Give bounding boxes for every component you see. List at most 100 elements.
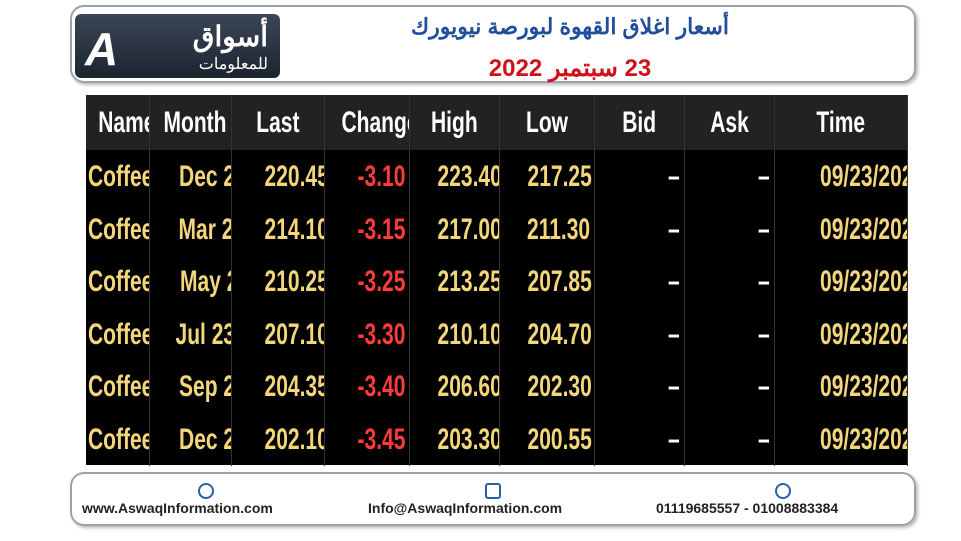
cell-text: – <box>668 370 680 403</box>
website: www.AswaqInformation.com <box>82 500 273 516</box>
column-header: Month <box>150 95 232 150</box>
cell-text: Coffee <box>88 317 150 351</box>
table-cell: 207.10s <box>232 307 325 361</box>
cell-text: 202.30 <box>527 370 592 403</box>
table-cell: – <box>685 202 775 256</box>
table-cell: -3.40 <box>325 360 410 413</box>
table-cell: – <box>685 360 775 413</box>
table-cell: 207.85 <box>500 255 595 308</box>
cell-text: – <box>668 317 680 351</box>
table-cell: Coffee <box>86 360 150 413</box>
table-cell: 217.00 <box>410 202 500 256</box>
cell-text: 207.10s <box>264 317 324 351</box>
table-cell: 220.45s <box>232 150 325 203</box>
footer-box <box>70 472 916 526</box>
table-cell: 09/23/2022 <box>775 412 908 466</box>
phone-icon <box>775 483 791 499</box>
cell-text: 09/23/2022 <box>820 160 907 193</box>
cell-text: -3.45 <box>357 422 405 456</box>
cell-text: – <box>668 160 680 193</box>
cell-text: -3.30 <box>357 317 405 351</box>
table-cell: – <box>595 150 685 203</box>
cell-text: – <box>758 317 770 351</box>
cell-text: Time <box>816 106 866 139</box>
table-cell: -3.10 <box>325 150 410 203</box>
cell-text: – <box>758 370 770 403</box>
cell-text: 210.10 <box>437 317 500 351</box>
cell-text: -3.25 <box>357 265 405 298</box>
cell-text: – <box>758 422 770 456</box>
table-cell: 09/23/2022 <box>775 255 908 308</box>
table-cell: 213.25 <box>410 255 500 308</box>
cell-text: 211.30 <box>527 212 591 246</box>
table-cell: 204.35s <box>232 360 325 413</box>
table-cell: Jul 23 <box>150 307 232 361</box>
table-cell: – <box>595 255 685 308</box>
table-cell: 200.55 <box>500 412 595 466</box>
table-cell: -3.45 <box>325 412 410 466</box>
cell-text: -3.10 <box>357 160 405 193</box>
cell-text: 214.10s <box>264 212 324 246</box>
cell-text: Sep 23 <box>179 370 231 403</box>
phone: 01119685557 - 01008883384 <box>656 500 839 516</box>
column-header: Time <box>775 95 908 150</box>
cell-text: -3.15 <box>357 212 405 246</box>
cell-text: – <box>758 160 770 193</box>
cell-text: – <box>758 265 770 298</box>
cell-text: High <box>431 106 478 139</box>
table-cell: 202.10s <box>232 412 325 466</box>
cell-text: 206.60 <box>437 370 500 403</box>
date: 23 سبتمبر 2022 <box>488 55 652 82</box>
table-cell: 217.25 <box>500 150 595 203</box>
cell-text: Dec 23 <box>179 422 231 456</box>
table-cell: 202.30 <box>500 360 595 413</box>
cell-text: 09/23/2022 <box>820 370 907 403</box>
price-table: Name Month Last Change High Low Bid Ask Time Coff… <box>86 95 908 466</box>
column-header: Ask <box>685 95 775 150</box>
table-cell: – <box>595 307 685 361</box>
table-cell: 210.10 <box>410 307 500 361</box>
cell-text: 210.25s <box>264 265 324 298</box>
cell-text: Change <box>341 106 409 139</box>
table-cell: Dec 22 <box>150 150 232 203</box>
cell-text: Bid <box>622 106 657 139</box>
table-cell: Sep 23 <box>150 360 232 413</box>
table-cell: Coffee <box>86 412 150 466</box>
column-header: Name <box>86 95 150 150</box>
logo-title: أسواق <box>192 21 268 52</box>
table-cell: – <box>685 255 775 308</box>
cell-text: 200.55 <box>527 422 592 456</box>
cell-text: – <box>668 212 680 246</box>
cell-text: 207.85 <box>527 265 592 298</box>
header-box <box>70 5 916 83</box>
table-cell: 210.25s <box>232 255 325 308</box>
table-cell: – <box>685 307 775 361</box>
cell-text: Coffee <box>88 212 150 246</box>
cell-text: – <box>668 265 680 298</box>
table-cell: 203.30 <box>410 412 500 466</box>
table-cell: Dec 23 <box>150 412 232 466</box>
cell-text: -3.40 <box>357 370 405 403</box>
table-cell: – <box>685 412 775 466</box>
cell-text: 223.40 <box>437 160 500 193</box>
cell-text: Last <box>256 106 300 139</box>
cell-text: Coffee <box>88 160 150 193</box>
mail-icon <box>485 483 501 499</box>
table-cell: -3.30 <box>325 307 410 361</box>
table-cell: 211.30 <box>500 202 595 256</box>
table-cell: Mar 23 <box>150 202 232 256</box>
cell-text: 09/23/2022 <box>820 212 907 246</box>
table-cell: – <box>595 202 685 256</box>
logo-icon: A <box>85 23 119 75</box>
cell-text: 202.10s <box>264 422 324 456</box>
table-cell: – <box>595 360 685 413</box>
cell-text: Coffee <box>88 265 150 298</box>
cell-text: 217.25 <box>527 160 592 193</box>
table-cell: Coffee <box>86 150 150 203</box>
table-cell: Coffee <box>86 307 150 361</box>
cell-text: Mar 23 <box>178 212 231 246</box>
cell-text: Low <box>526 106 568 139</box>
cell-text: Jul 23 <box>175 317 232 351</box>
table-cell: 206.60 <box>410 360 500 413</box>
